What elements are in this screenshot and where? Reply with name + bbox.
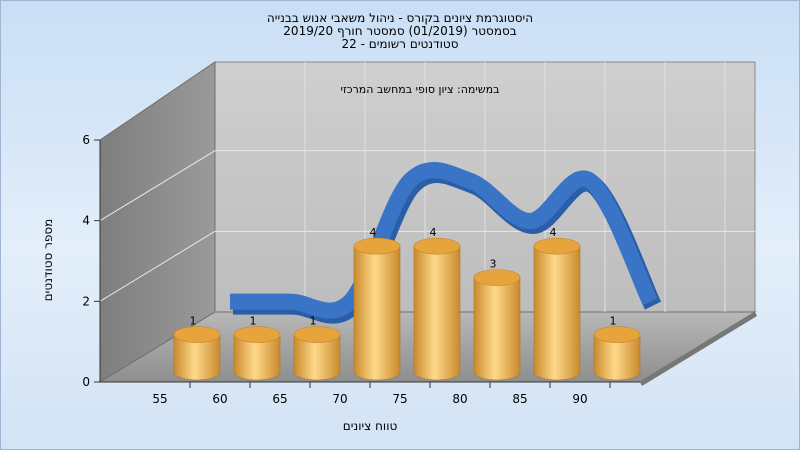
x-axis-label: טווח ציונים — [343, 419, 398, 433]
grid-line-left — [99, 150, 216, 222]
chart-title-line-3: סטודנטים רשומים - 22 — [341, 37, 459, 51]
floor-edge — [640, 312, 757, 386]
axes-group: 0 2 4 6 55 60 65 70 75 80 85 90 — [82, 133, 640, 406]
bar-top — [233, 326, 281, 343]
chart-subtitle: במשימה: ציון סופי במחשב המרכזי — [340, 83, 499, 96]
bar-top — [413, 237, 461, 255]
x-tick-label: 70 — [332, 392, 347, 406]
bar-top — [533, 237, 581, 255]
bar-body — [473, 277, 521, 381]
x-tick-label: 75 — [392, 392, 407, 406]
bar-body — [173, 334, 221, 381]
bar-body — [593, 334, 641, 381]
bar-top — [473, 269, 521, 286]
x-tick-label: 90 — [572, 392, 587, 406]
bar: 1 — [593, 315, 641, 381]
bar: 4 — [353, 226, 401, 381]
x-tick-label: 85 — [512, 392, 527, 406]
x-tick-label: 80 — [452, 392, 467, 406]
bar: 4 — [413, 226, 461, 381]
bar-top — [293, 326, 341, 343]
bar-value-label: 1 — [250, 315, 257, 328]
bars-group: 1 1 1 4 4 3 4 1 — [173, 226, 641, 381]
bar-body — [293, 334, 341, 381]
bar-value-label: 4 — [370, 226, 377, 239]
y-tick-label: 4 — [82, 214, 90, 228]
x-tick-label: 55 — [152, 392, 167, 406]
y-tick-label: 6 — [82, 133, 90, 147]
x-tick-label: 60 — [212, 392, 227, 406]
bar-body — [353, 245, 401, 381]
bar-top — [173, 326, 221, 343]
trend-ribbon-line — [230, 162, 658, 319]
grid-line-left — [99, 230, 216, 302]
bar-value-label: 1 — [190, 315, 197, 328]
chart-title-line-1: היסטוגרמת ציונים בקורס - ניהול משאבי אנו… — [266, 11, 534, 25]
bar-body — [533, 245, 581, 381]
bar-top — [353, 237, 401, 255]
y-tick-label: 2 — [82, 294, 90, 308]
bar-value-label: 1 — [610, 315, 617, 328]
bar: 1 — [173, 315, 221, 381]
bar-value-label: 4 — [430, 226, 437, 239]
bar-body — [233, 334, 281, 381]
y-tick-label: 0 — [82, 375, 90, 389]
x-tick-label: 65 — [272, 392, 287, 406]
bar-value-label: 3 — [490, 258, 497, 271]
bar-value-label: 1 — [310, 315, 317, 328]
bar: 1 — [293, 315, 341, 381]
bar: 3 — [473, 258, 521, 381]
chart-title-line-2: בסמסטר (01/2019) סמסטר חורף 2019/20 — [283, 24, 517, 38]
bar-value-label: 4 — [550, 226, 557, 239]
bar: 4 — [533, 226, 581, 381]
bar-body — [413, 245, 461, 381]
y-axis-label: מספר סטודנטים — [41, 219, 55, 302]
bar-top — [593, 326, 641, 343]
trend-ribbon — [230, 162, 662, 324]
bar: 1 — [233, 315, 281, 381]
